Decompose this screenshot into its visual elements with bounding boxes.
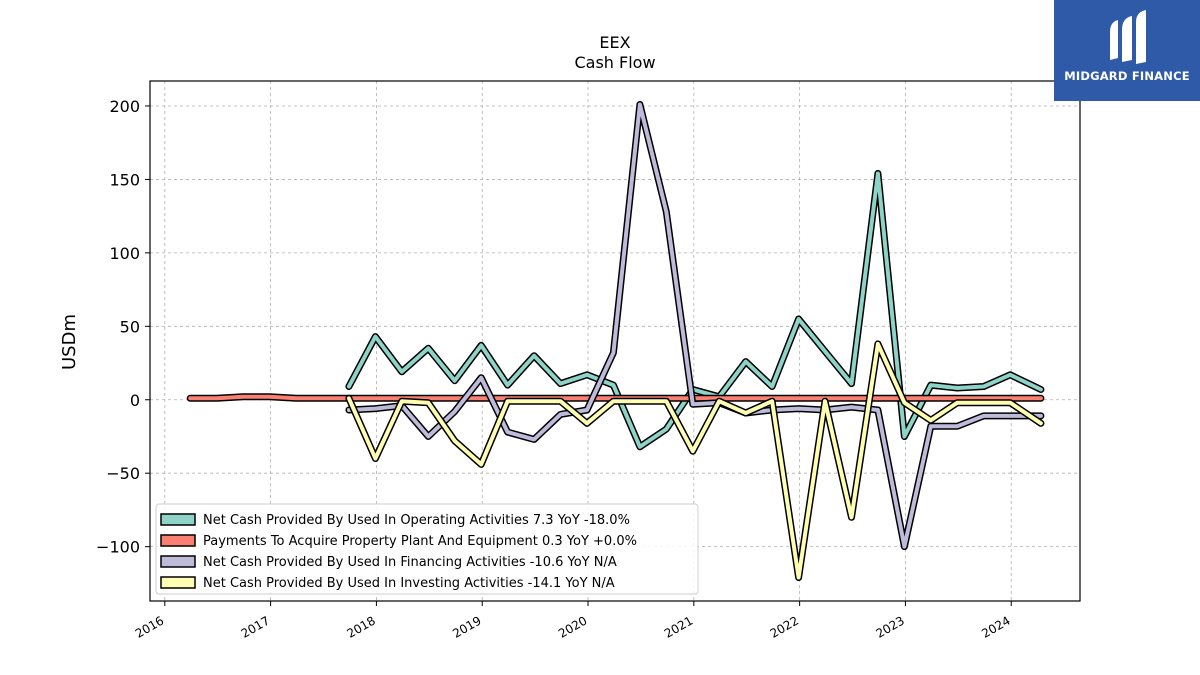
chart-subtitle: Cash Flow — [574, 53, 655, 72]
y-tick-label: 0 — [130, 391, 140, 410]
y-tick-label: 100 — [109, 244, 140, 263]
x-tick-label: 2022 — [768, 613, 801, 640]
series-line-4 — [346, 341, 1043, 580]
series-lines — [186, 101, 1045, 581]
legend-swatch — [160, 576, 196, 589]
y-tick-label: −100 — [96, 538, 140, 557]
series-line-3 — [346, 102, 1043, 549]
x-tick-label: 2019 — [450, 613, 483, 640]
y-tick-label: 150 — [109, 170, 140, 189]
logo-text: MIDGARD FINANCE — [1064, 69, 1190, 83]
y-tick-label: 200 — [109, 97, 140, 116]
y-tick-label: −50 — [106, 464, 140, 483]
legend-swatch — [160, 534, 196, 547]
x-tick-label: 2017 — [239, 613, 272, 640]
legend-label: Net Cash Provided By Used In Operating A… — [203, 513, 630, 528]
legend-label: Net Cash Provided By Used In Investing A… — [203, 576, 615, 591]
x-tick-label: 2024 — [979, 613, 1012, 640]
x-tick-label: 2016 — [133, 613, 166, 640]
x-tick-label: 2020 — [556, 613, 589, 640]
legend-box — [155, 503, 699, 595]
chart-title: EEX — [599, 33, 630, 52]
series-outline-3 — [345, 101, 1045, 551]
legend-swatch — [160, 513, 196, 526]
legend-swatch — [160, 555, 196, 568]
x-tick-label: 2023 — [873, 613, 906, 640]
midgard-logo-icon — [1110, 10, 1146, 64]
x-tick-label: 2018 — [344, 613, 377, 640]
legend-label: Payments To Acquire Property Plant And E… — [203, 534, 637, 549]
x-tick-label: 2021 — [662, 613, 695, 640]
plot-frame — [149, 80, 1081, 602]
y-axis-label: USDm — [59, 314, 80, 370]
legend: Net Cash Provided By Used In Operating A… — [155, 503, 699, 595]
legend-label: Net Cash Provided By Used In Financing A… — [203, 555, 617, 570]
midgard-logo: MIDGARD FINANCE — [1054, 0, 1200, 101]
y-tick-label: 50 — [120, 317, 140, 336]
